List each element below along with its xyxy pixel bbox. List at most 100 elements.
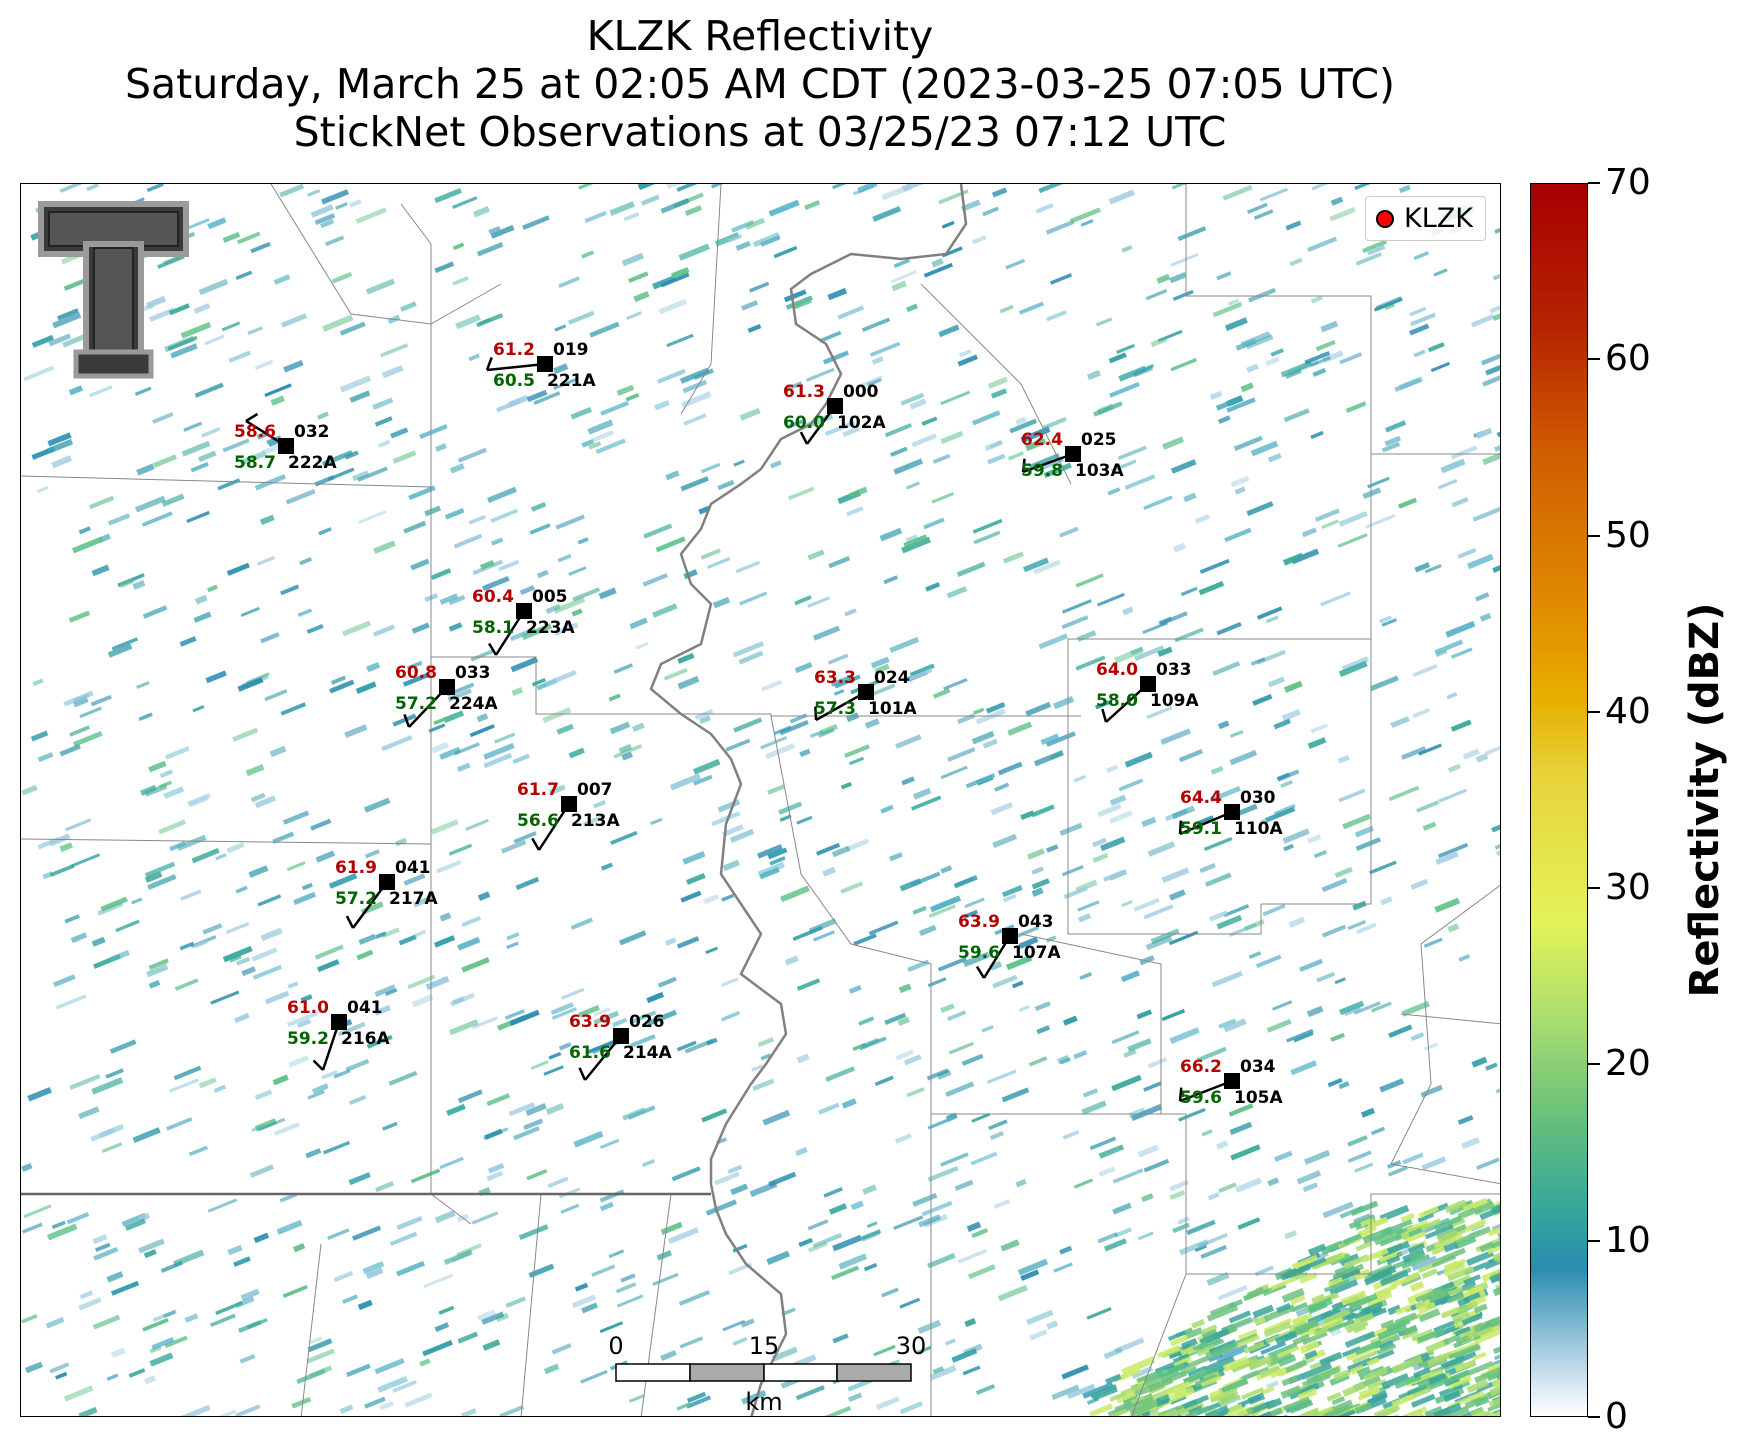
map-legend: KLZK <box>1365 196 1486 241</box>
temperature-label: 60.8 <box>395 663 437 683</box>
wind-barb <box>815 690 867 722</box>
pressure-label: 005 <box>532 587 568 607</box>
klzk-marker-icon <box>1376 209 1395 228</box>
texas-tech-double-t-logo <box>38 201 189 379</box>
station-id-label: 222A <box>288 453 337 473</box>
station-marker <box>1224 1073 1240 1089</box>
pressure-label: 025 <box>1081 430 1117 450</box>
colorbar-tick-mark <box>1588 887 1600 890</box>
station-marker <box>439 679 455 695</box>
title-line-2: Saturday, March 25 at 02:05 AM CDT (2023… <box>125 60 1395 108</box>
wind-barb-flag <box>345 915 355 929</box>
temperature-label: 61.9 <box>335 858 377 878</box>
station-plot-105A[interactable]: 66.2 034 59.6 105A <box>1178 1057 1283 1108</box>
temperature-label: 63.9 <box>958 912 1000 932</box>
colorbar-tick-label: 0 <box>1605 1396 1628 1437</box>
wind-barb <box>1022 452 1074 474</box>
colorbar-tick-mark <box>1588 1239 1600 1242</box>
pressure-label: 030 <box>1240 788 1276 808</box>
station-id-label: 110A <box>1234 819 1283 839</box>
wind-barb-flag <box>1178 820 1183 835</box>
scale-tick-0: 0 <box>608 1332 623 1360</box>
station-plot-223A[interactable]: 60.4 005 58.1 223A <box>472 587 575 656</box>
dewpoint-label: 56.6 <box>517 811 559 831</box>
station-plot-224A[interactable]: 60.8 033 57.2 224A <box>395 663 498 728</box>
wind-barb-flag <box>1178 1087 1183 1102</box>
station-plot-222A[interactable]: 58.6 032 58.7 222A <box>234 412 337 473</box>
scale-tick-30: 30 <box>896 1332 927 1360</box>
reflectivity-echoes <box>21 184 1500 1416</box>
pressure-label: 032 <box>294 422 330 442</box>
station-marker <box>537 356 553 372</box>
station-plot-214A[interactable]: 63.9 026 61.6 214A <box>569 1012 672 1081</box>
station-id-label: 101A <box>868 699 917 719</box>
pressure-label: 033 <box>1156 660 1192 680</box>
temperature-label: 58.6 <box>234 422 276 442</box>
wind-barb <box>1179 1079 1233 1103</box>
station-plot-110A[interactable]: 64.4 030 59.1 110A <box>1178 788 1283 839</box>
title-line-1: KLZK Reflectivity <box>586 12 934 60</box>
temperature-label: 61.0 <box>287 998 329 1018</box>
station-plot-103A[interactable]: 62.4 025 59.8 103A <box>1021 430 1124 481</box>
dewpoint-label: 61.6 <box>569 1043 611 1063</box>
dewpoint-label: 59.6 <box>958 943 1000 963</box>
temperature-label: 61.2 <box>493 340 535 360</box>
station-plot-109A[interactable]: 64.0 033 58.0 109A <box>1096 660 1199 723</box>
title-line-3: StickNet Observations at 03/25/23 07:12 … <box>293 108 1227 156</box>
temperature-label: 61.7 <box>517 780 559 800</box>
station-id-label: 216A <box>341 1029 390 1049</box>
station-marker <box>1065 446 1081 462</box>
station-plot-102A[interactable]: 61.3 000 60.0 102A <box>783 382 886 445</box>
dewpoint-label: 58.1 <box>472 618 514 638</box>
dewpoint-label: 58.7 <box>234 453 276 473</box>
station-plot-221A[interactable]: 61.2 019 60.5 221A <box>485 340 596 391</box>
radar-map[interactable]: 61.2 019 60.5 221A 58.6 032 58.7 222A 61.3 000 60.… <box>20 183 1501 1417</box>
station-marker <box>827 398 843 414</box>
sticknet-stations: 61.2 019 60.5 221A 58.6 032 58.7 222A 61.3 000 60.… <box>234 340 1283 1108</box>
colorbar-title: Reflectivity (dBZ) <box>1682 602 1728 998</box>
dewpoint-label: 59.1 <box>1180 819 1222 839</box>
colorbar-tick-label: 40 <box>1605 690 1651 732</box>
wind-barb-flag <box>975 965 986 979</box>
temperature-label: 66.2 <box>1180 1057 1222 1077</box>
colorbar-tick-mark <box>1588 710 1600 713</box>
station-id-label: 223A <box>526 618 575 638</box>
dewpoint-label: 57.3 <box>814 699 856 719</box>
wind-barb <box>486 362 546 372</box>
colorbar-tick-label: 70 <box>1605 162 1651 203</box>
colorbar-tick-label: 10 <box>1605 1219 1651 1261</box>
colorbar-tick-label: 60 <box>1605 338 1651 380</box>
wind-barb-flag <box>1101 708 1108 723</box>
pressure-label: 043 <box>1018 912 1054 932</box>
temperature-label: 63.3 <box>814 668 856 688</box>
station-id-label: 214A <box>623 1043 672 1063</box>
pressure-label: 033 <box>455 663 491 683</box>
temperature-label: 60.4 <box>472 587 514 607</box>
station-id-label: 105A <box>1234 1088 1283 1108</box>
station-marker <box>1224 804 1240 820</box>
pressure-label: 000 <box>843 382 879 402</box>
river <box>649 184 968 1416</box>
station-plot-217A[interactable]: 61.9 041 57.2 217A <box>335 858 438 929</box>
colorbar-tick-mark <box>1588 1063 1600 1066</box>
colorbar-tick-mark <box>1588 182 1600 184</box>
pressure-label: 034 <box>1240 1057 1276 1077</box>
station-plot-107A[interactable]: 63.9 043 59.6 107A <box>958 912 1061 979</box>
station-id-label: 224A <box>449 694 498 714</box>
colorbar-tick-label: 20 <box>1605 1043 1651 1085</box>
temperature-label: 62.4 <box>1021 430 1063 450</box>
station-marker <box>278 438 294 454</box>
temperature-label: 64.0 <box>1096 660 1138 680</box>
station-plot-101A[interactable]: 63.3 024 57.3 101A <box>814 668 917 722</box>
station-plot-213A[interactable]: 61.7 007 56.6 213A <box>517 780 620 851</box>
station-marker <box>379 874 395 890</box>
station-marker <box>858 684 874 700</box>
station-id-label: 221A <box>547 371 596 391</box>
colorbar-tick-label: 50 <box>1605 514 1651 556</box>
scale-tick-15: 15 <box>749 1332 780 1360</box>
station-marker <box>1140 676 1156 692</box>
station-id-label: 103A <box>1075 461 1124 481</box>
station-plot-216A[interactable]: 61.0 041 59.2 216A <box>287 998 390 1071</box>
pressure-label: 041 <box>347 998 383 1018</box>
wind-barb-flag <box>814 706 818 721</box>
